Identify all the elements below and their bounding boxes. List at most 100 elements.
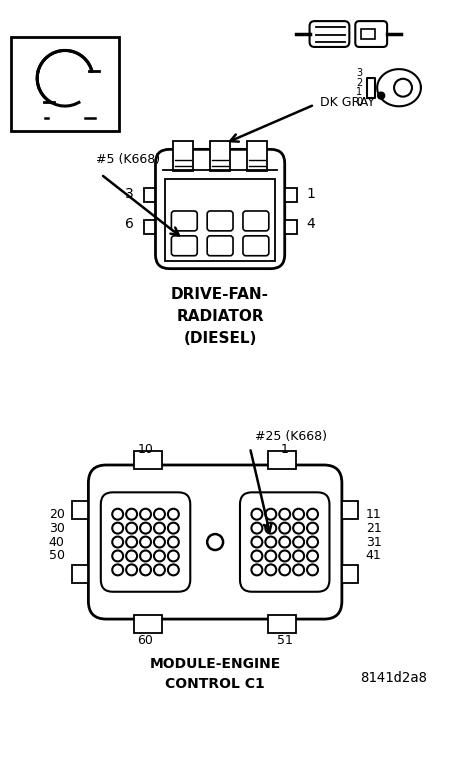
- Circle shape: [126, 550, 137, 562]
- Circle shape: [293, 565, 304, 575]
- Circle shape: [279, 509, 290, 520]
- Circle shape: [140, 550, 151, 562]
- Circle shape: [168, 509, 179, 520]
- Text: DK GRAY: DK GRAY: [319, 96, 374, 109]
- Circle shape: [112, 523, 123, 534]
- Bar: [285, 188, 297, 202]
- Circle shape: [265, 509, 276, 520]
- Bar: [361, 29, 375, 39]
- FancyBboxPatch shape: [240, 493, 329, 592]
- Circle shape: [168, 537, 179, 547]
- Text: 1: 1: [356, 87, 362, 97]
- Circle shape: [293, 523, 304, 534]
- Text: 20: 20: [49, 508, 64, 521]
- Circle shape: [251, 565, 262, 575]
- Bar: [247, 142, 267, 171]
- FancyBboxPatch shape: [243, 236, 269, 255]
- Text: 1: 1: [281, 443, 289, 456]
- Circle shape: [279, 550, 290, 562]
- Bar: [11, 37, 119, 131]
- Bar: [210, 142, 230, 171]
- Text: 50: 50: [48, 550, 64, 562]
- Circle shape: [154, 550, 165, 562]
- Circle shape: [307, 565, 318, 575]
- Bar: [342, 565, 358, 583]
- Circle shape: [126, 523, 137, 534]
- Circle shape: [307, 550, 318, 562]
- Text: 8141d2a8: 8141d2a8: [360, 671, 427, 684]
- Polygon shape: [367, 78, 375, 98]
- Text: 51: 51: [277, 634, 292, 647]
- Circle shape: [112, 550, 123, 562]
- Circle shape: [307, 537, 318, 547]
- Circle shape: [251, 550, 262, 562]
- Circle shape: [207, 534, 223, 550]
- Circle shape: [168, 523, 179, 534]
- Circle shape: [112, 509, 123, 520]
- Bar: [134, 615, 162, 633]
- Bar: [73, 501, 88, 519]
- Bar: [144, 220, 155, 234]
- Text: MODULE-ENGINE
CONTROL C1: MODULE-ENGINE CONTROL C1: [149, 657, 281, 691]
- Bar: [285, 220, 297, 234]
- Circle shape: [140, 565, 151, 575]
- FancyBboxPatch shape: [207, 211, 233, 231]
- Circle shape: [279, 565, 290, 575]
- Circle shape: [378, 92, 384, 99]
- Circle shape: [265, 537, 276, 547]
- Circle shape: [265, 550, 276, 562]
- Bar: [144, 188, 155, 202]
- Text: 2: 2: [356, 78, 363, 88]
- Text: 3: 3: [356, 68, 362, 78]
- Circle shape: [140, 537, 151, 547]
- Text: 11: 11: [366, 508, 382, 521]
- Circle shape: [168, 565, 179, 575]
- FancyBboxPatch shape: [101, 493, 190, 592]
- Text: 30: 30: [49, 522, 64, 534]
- Bar: [165, 179, 275, 261]
- Bar: [342, 501, 358, 519]
- Text: DRIVE-FAN-
RADIATOR
(DIESEL): DRIVE-FAN- RADIATOR (DIESEL): [171, 287, 269, 346]
- Circle shape: [265, 523, 276, 534]
- Text: #5 (K668): #5 (K668): [96, 153, 160, 166]
- Text: 41: 41: [366, 550, 382, 562]
- Bar: [134, 451, 162, 469]
- Bar: [73, 565, 88, 583]
- Circle shape: [140, 509, 151, 520]
- Circle shape: [112, 537, 123, 547]
- FancyBboxPatch shape: [356, 21, 387, 47]
- Circle shape: [307, 523, 318, 534]
- Circle shape: [279, 537, 290, 547]
- Text: 6: 6: [125, 217, 134, 231]
- Text: 1: 1: [307, 187, 316, 201]
- Circle shape: [154, 565, 165, 575]
- Circle shape: [126, 565, 137, 575]
- Text: 40: 40: [49, 536, 64, 549]
- Circle shape: [279, 523, 290, 534]
- FancyBboxPatch shape: [172, 211, 197, 231]
- Text: 0: 0: [356, 96, 362, 107]
- Circle shape: [126, 537, 137, 547]
- Circle shape: [112, 565, 123, 575]
- Circle shape: [251, 509, 262, 520]
- Bar: [268, 451, 296, 469]
- Text: 60: 60: [137, 634, 154, 647]
- Circle shape: [140, 523, 151, 534]
- FancyBboxPatch shape: [88, 465, 342, 619]
- Text: #25 (K668): #25 (K668): [255, 430, 327, 443]
- Circle shape: [265, 565, 276, 575]
- Circle shape: [168, 550, 179, 562]
- FancyBboxPatch shape: [172, 236, 197, 255]
- FancyBboxPatch shape: [155, 149, 285, 268]
- Circle shape: [126, 509, 137, 520]
- Circle shape: [154, 537, 165, 547]
- Circle shape: [154, 523, 165, 534]
- Bar: [173, 142, 193, 171]
- Circle shape: [251, 523, 262, 534]
- Circle shape: [154, 509, 165, 520]
- Text: 31: 31: [366, 536, 382, 549]
- FancyBboxPatch shape: [243, 211, 269, 231]
- Text: 10: 10: [137, 443, 154, 456]
- FancyBboxPatch shape: [207, 236, 233, 255]
- Text: 4: 4: [307, 217, 315, 231]
